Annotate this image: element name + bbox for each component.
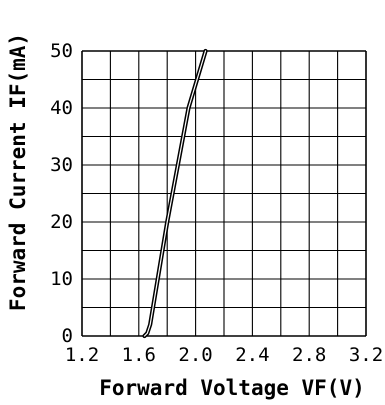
y-tick-labels: 0 10 20 30 40 50 [50,40,73,347]
y-tick-label: 40 [50,97,73,119]
x-tick-label: 3.2 [349,344,383,366]
series-line-inner [143,50,207,337]
y-tick-label: 30 [50,154,73,176]
x-tick-label: 2.0 [178,344,212,366]
y-tick-label: 50 [50,40,73,62]
x-tick-labels: 1.2 1.6 2.0 2.4 2.8 3.2 [65,344,383,366]
y-axis-label: Forward Current IF(mA) [6,33,30,311]
y-tick-label: 10 [50,268,73,290]
x-tick-label: 1.6 [122,344,156,366]
x-tick-label: 1.2 [65,344,99,366]
grid [81,50,367,337]
x-tick-label: 2.8 [292,344,326,366]
y-tick-label: 20 [50,211,73,233]
iv-curve [142,48,208,339]
y-tick-label: 0 [62,325,73,347]
x-axis-label: Forward Voltage VF(V) [99,376,365,400]
x-tick-label: 2.4 [235,344,269,366]
